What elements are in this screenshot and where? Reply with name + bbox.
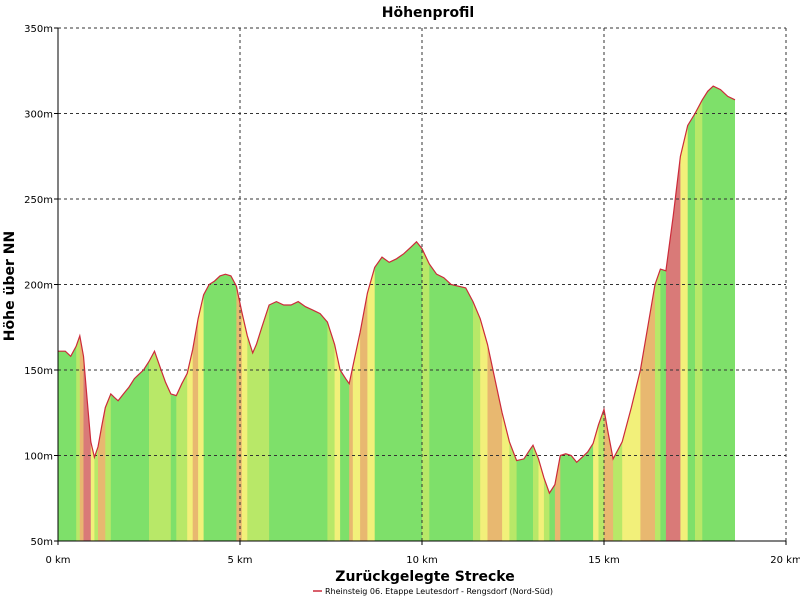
slope-segment	[220, 86, 227, 541]
slope-segment	[382, 86, 390, 541]
slope-segment	[269, 86, 277, 541]
slope-segment	[225, 86, 232, 541]
slope-segment	[203, 86, 210, 541]
x-tick-label: 15 km	[588, 555, 619, 566]
y-tick-label: 250m	[24, 195, 53, 206]
slope-segment	[665, 86, 674, 541]
slope-segment	[283, 86, 292, 541]
slope-segment	[655, 86, 662, 541]
slope-segment	[298, 86, 307, 541]
series-line	[58, 85, 736, 495]
slope-segment	[291, 86, 299, 541]
slope-segment	[396, 86, 405, 541]
slope-segment	[230, 86, 237, 541]
slope-segment	[416, 86, 423, 541]
slope-segment	[389, 86, 398, 541]
slope-segment	[367, 86, 376, 541]
slope-segment	[660, 86, 667, 541]
x-tick-label: 0 km	[45, 555, 70, 566]
y-tick-labels: 50m 100m 150m 200m 250m 300m 350m	[24, 24, 53, 548]
slope-segment	[727, 86, 735, 541]
y-tick-label: 200m	[24, 281, 53, 292]
y-tick-label: 50m	[31, 537, 53, 548]
axes	[54, 27, 787, 545]
slope-segment	[403, 86, 412, 541]
slope-segment	[465, 86, 474, 541]
slope-segment	[305, 86, 314, 541]
slope-segment	[236, 86, 243, 541]
slope-segment	[198, 86, 205, 541]
x-tick-label: 10 km	[406, 555, 437, 566]
y-tick-label: 150m	[24, 366, 53, 377]
slope-segment	[436, 86, 445, 541]
slope-segment	[647, 86, 656, 541]
slope-segment	[374, 86, 383, 541]
x-tick-labels: 0 km 5 km 10 km 15 km 20 km	[45, 555, 800, 566]
slope-segment	[312, 86, 321, 541]
slope-segment	[680, 86, 689, 541]
slope-segment	[713, 86, 722, 541]
legend: Rheinsteig 06. Etappe Leutesdorf - Rengs…	[313, 587, 553, 596]
slope-segment	[702, 86, 709, 541]
y-tick-label: 100m	[24, 452, 53, 463]
x-axis-label: Zurückgelegte Strecke	[335, 569, 514, 585]
slope-segment	[695, 86, 703, 541]
y-tick-label: 350m	[24, 24, 53, 35]
slope-segment	[276, 86, 285, 541]
slope-segment	[707, 86, 714, 541]
slope-segment	[214, 86, 221, 541]
x-tick-label: 20 km	[770, 555, 800, 566]
slope-segment	[458, 86, 467, 541]
chart-title: Höhenprofil	[382, 5, 474, 21]
slope-segment	[687, 86, 696, 541]
slope-segment	[422, 86, 430, 541]
slope-segment	[411, 86, 418, 541]
slope-segment	[451, 86, 459, 541]
slope-segment	[673, 86, 682, 541]
slope-segment	[429, 86, 438, 541]
y-tick-label: 300m	[24, 110, 53, 121]
slope-segment	[443, 86, 452, 541]
grid	[58, 27, 787, 541]
slope-segment	[720, 86, 729, 541]
slope-segment	[473, 86, 481, 541]
x-tick-label: 5 km	[227, 555, 252, 566]
slope-segment	[209, 86, 216, 541]
y-axis-label: Höhe über NN	[2, 231, 18, 341]
legend-entry: Rheinsteig 06. Etappe Leutesdorf - Rengs…	[325, 587, 553, 596]
